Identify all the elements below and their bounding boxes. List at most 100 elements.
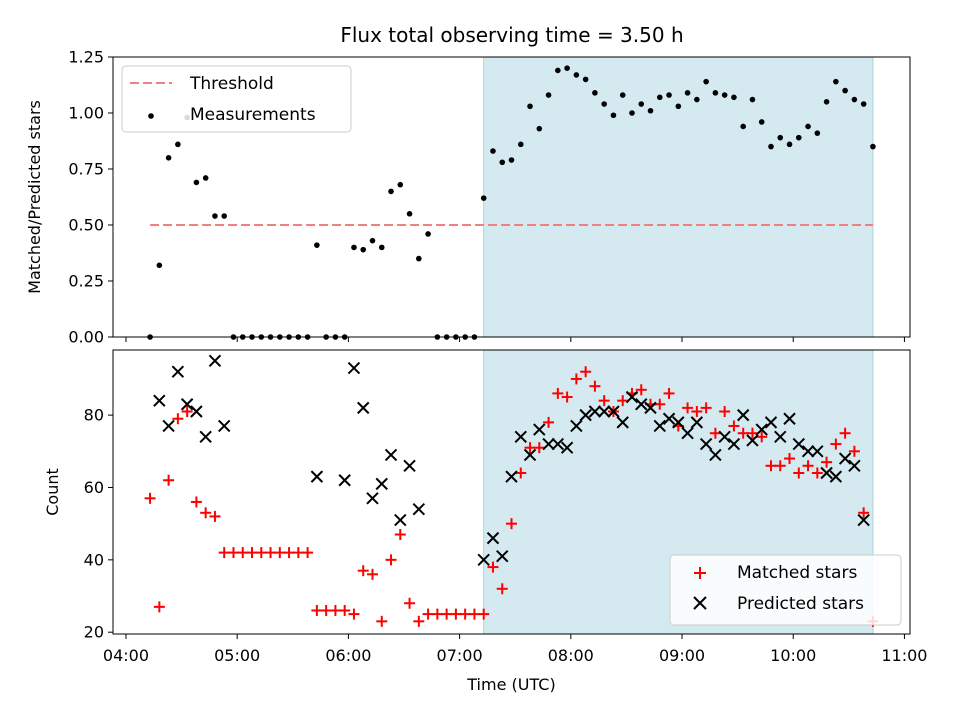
matched-star-point	[570, 373, 582, 385]
predicted-star-point	[699, 437, 713, 451]
y-tick-label: 1.00	[68, 104, 104, 123]
x-marker-b	[820, 466, 833, 480]
predicted-star-point	[162, 419, 175, 433]
x-marker-b	[736, 408, 750, 422]
x-marker-b	[199, 430, 212, 444]
matched-star-point	[468, 608, 480, 620]
matched-star-point	[543, 416, 555, 428]
x-marker-b	[693, 596, 707, 610]
x-marker-b	[180, 398, 194, 411]
measurement-point	[517, 141, 524, 148]
predicted-star-point	[533, 423, 546, 436]
x-marker-b	[764, 416, 778, 429]
x-marker-b	[486, 531, 500, 545]
matched-star-point	[839, 427, 851, 439]
x-marker-b	[625, 390, 639, 404]
measurement-point	[212, 213, 218, 219]
x-marker-b	[208, 354, 222, 368]
measurement-point	[582, 76, 589, 83]
measurement-point	[629, 110, 635, 116]
axes-frame	[112, 56, 911, 338]
x-tick-label: 09:00	[659, 646, 705, 665]
x-marker-b	[542, 437, 555, 451]
predicted-star-point	[199, 430, 212, 444]
predicted-star-point	[635, 398, 648, 411]
measurement-point	[499, 159, 506, 166]
matched-star-point	[172, 413, 184, 425]
matched-star-point	[450, 608, 462, 620]
predicted-star-point	[505, 470, 518, 483]
matched-star-point	[431, 608, 443, 620]
predicted-star-point	[403, 459, 416, 472]
matched-star-point	[694, 567, 706, 579]
matched-star-point	[422, 608, 434, 620]
x-marker-b	[560, 441, 574, 454]
measurement-point	[731, 94, 737, 101]
predicted-star-point	[672, 416, 685, 429]
measurement-point	[749, 96, 756, 103]
matched-star-point	[765, 460, 777, 472]
matched-star-point	[663, 387, 675, 399]
x-marker-b	[523, 448, 537, 462]
predicted-star-point	[477, 553, 490, 567]
x-marker-b	[514, 430, 527, 444]
x-marker-b	[162, 419, 175, 433]
matched-star-point	[274, 547, 286, 559]
predicted-star-point	[801, 445, 815, 458]
x-marker-b	[792, 437, 805, 451]
predicted-star-point	[736, 408, 750, 422]
matched-star-point	[784, 453, 796, 465]
matched-star-point	[357, 565, 369, 577]
x-tick-label: 07:00	[437, 646, 483, 665]
x-marker-b	[690, 416, 704, 429]
predicted-star-point	[718, 430, 731, 444]
x-marker-b	[338, 474, 351, 487]
measurement-point	[165, 155, 172, 161]
matched-star-point	[237, 547, 249, 559]
matched-star-point	[691, 406, 703, 418]
matched-star-point	[320, 604, 332, 616]
matched-star-point	[793, 467, 805, 479]
legend-label-measurements: Measurements	[190, 105, 316, 125]
predicted-star-point	[496, 550, 509, 563]
matched-star-point	[385, 554, 397, 566]
matched-star-point	[200, 507, 212, 519]
predicted-star-point	[653, 419, 666, 433]
measurement-point	[712, 90, 719, 96]
measurement-point	[666, 92, 672, 98]
matched-star-point	[580, 366, 592, 378]
measurement-point	[490, 148, 496, 154]
matched-star-point	[153, 601, 165, 613]
x-marker-b	[644, 401, 657, 415]
measurement-point	[156, 262, 163, 269]
matched-star-point	[506, 518, 517, 530]
matched-star-point	[719, 406, 731, 418]
predicted-star-point	[208, 354, 222, 368]
measurement-point	[480, 195, 487, 201]
predicted-star-point	[560, 441, 574, 454]
predicted-star-point	[597, 405, 611, 418]
measurement-point	[795, 134, 802, 141]
measurement-point	[193, 179, 200, 186]
x-marker-b	[857, 513, 870, 527]
measurement-point	[425, 231, 431, 237]
matched-star-point	[682, 402, 694, 414]
measurement-point	[860, 101, 867, 107]
measurement-point	[638, 101, 645, 107]
matched-star-point	[635, 384, 647, 396]
matched-star-point	[227, 547, 239, 559]
matched-star-point	[487, 561, 499, 573]
measurement-point	[647, 107, 654, 114]
y-axis-label: Matched/Predicted stars	[25, 100, 44, 294]
legend-label-predicted: Predicted stars	[737, 594, 864, 614]
x-marker-b	[783, 412, 796, 425]
matched-star-point	[802, 460, 814, 472]
measurement-point	[416, 255, 422, 262]
x-marker-b	[347, 361, 361, 375]
measurement-point	[619, 92, 626, 98]
matched-star-point	[654, 398, 666, 410]
predicted-star-point	[625, 390, 639, 404]
x-marker-b	[811, 445, 824, 458]
x-marker-b	[570, 419, 583, 433]
x-marker-b	[681, 427, 694, 440]
